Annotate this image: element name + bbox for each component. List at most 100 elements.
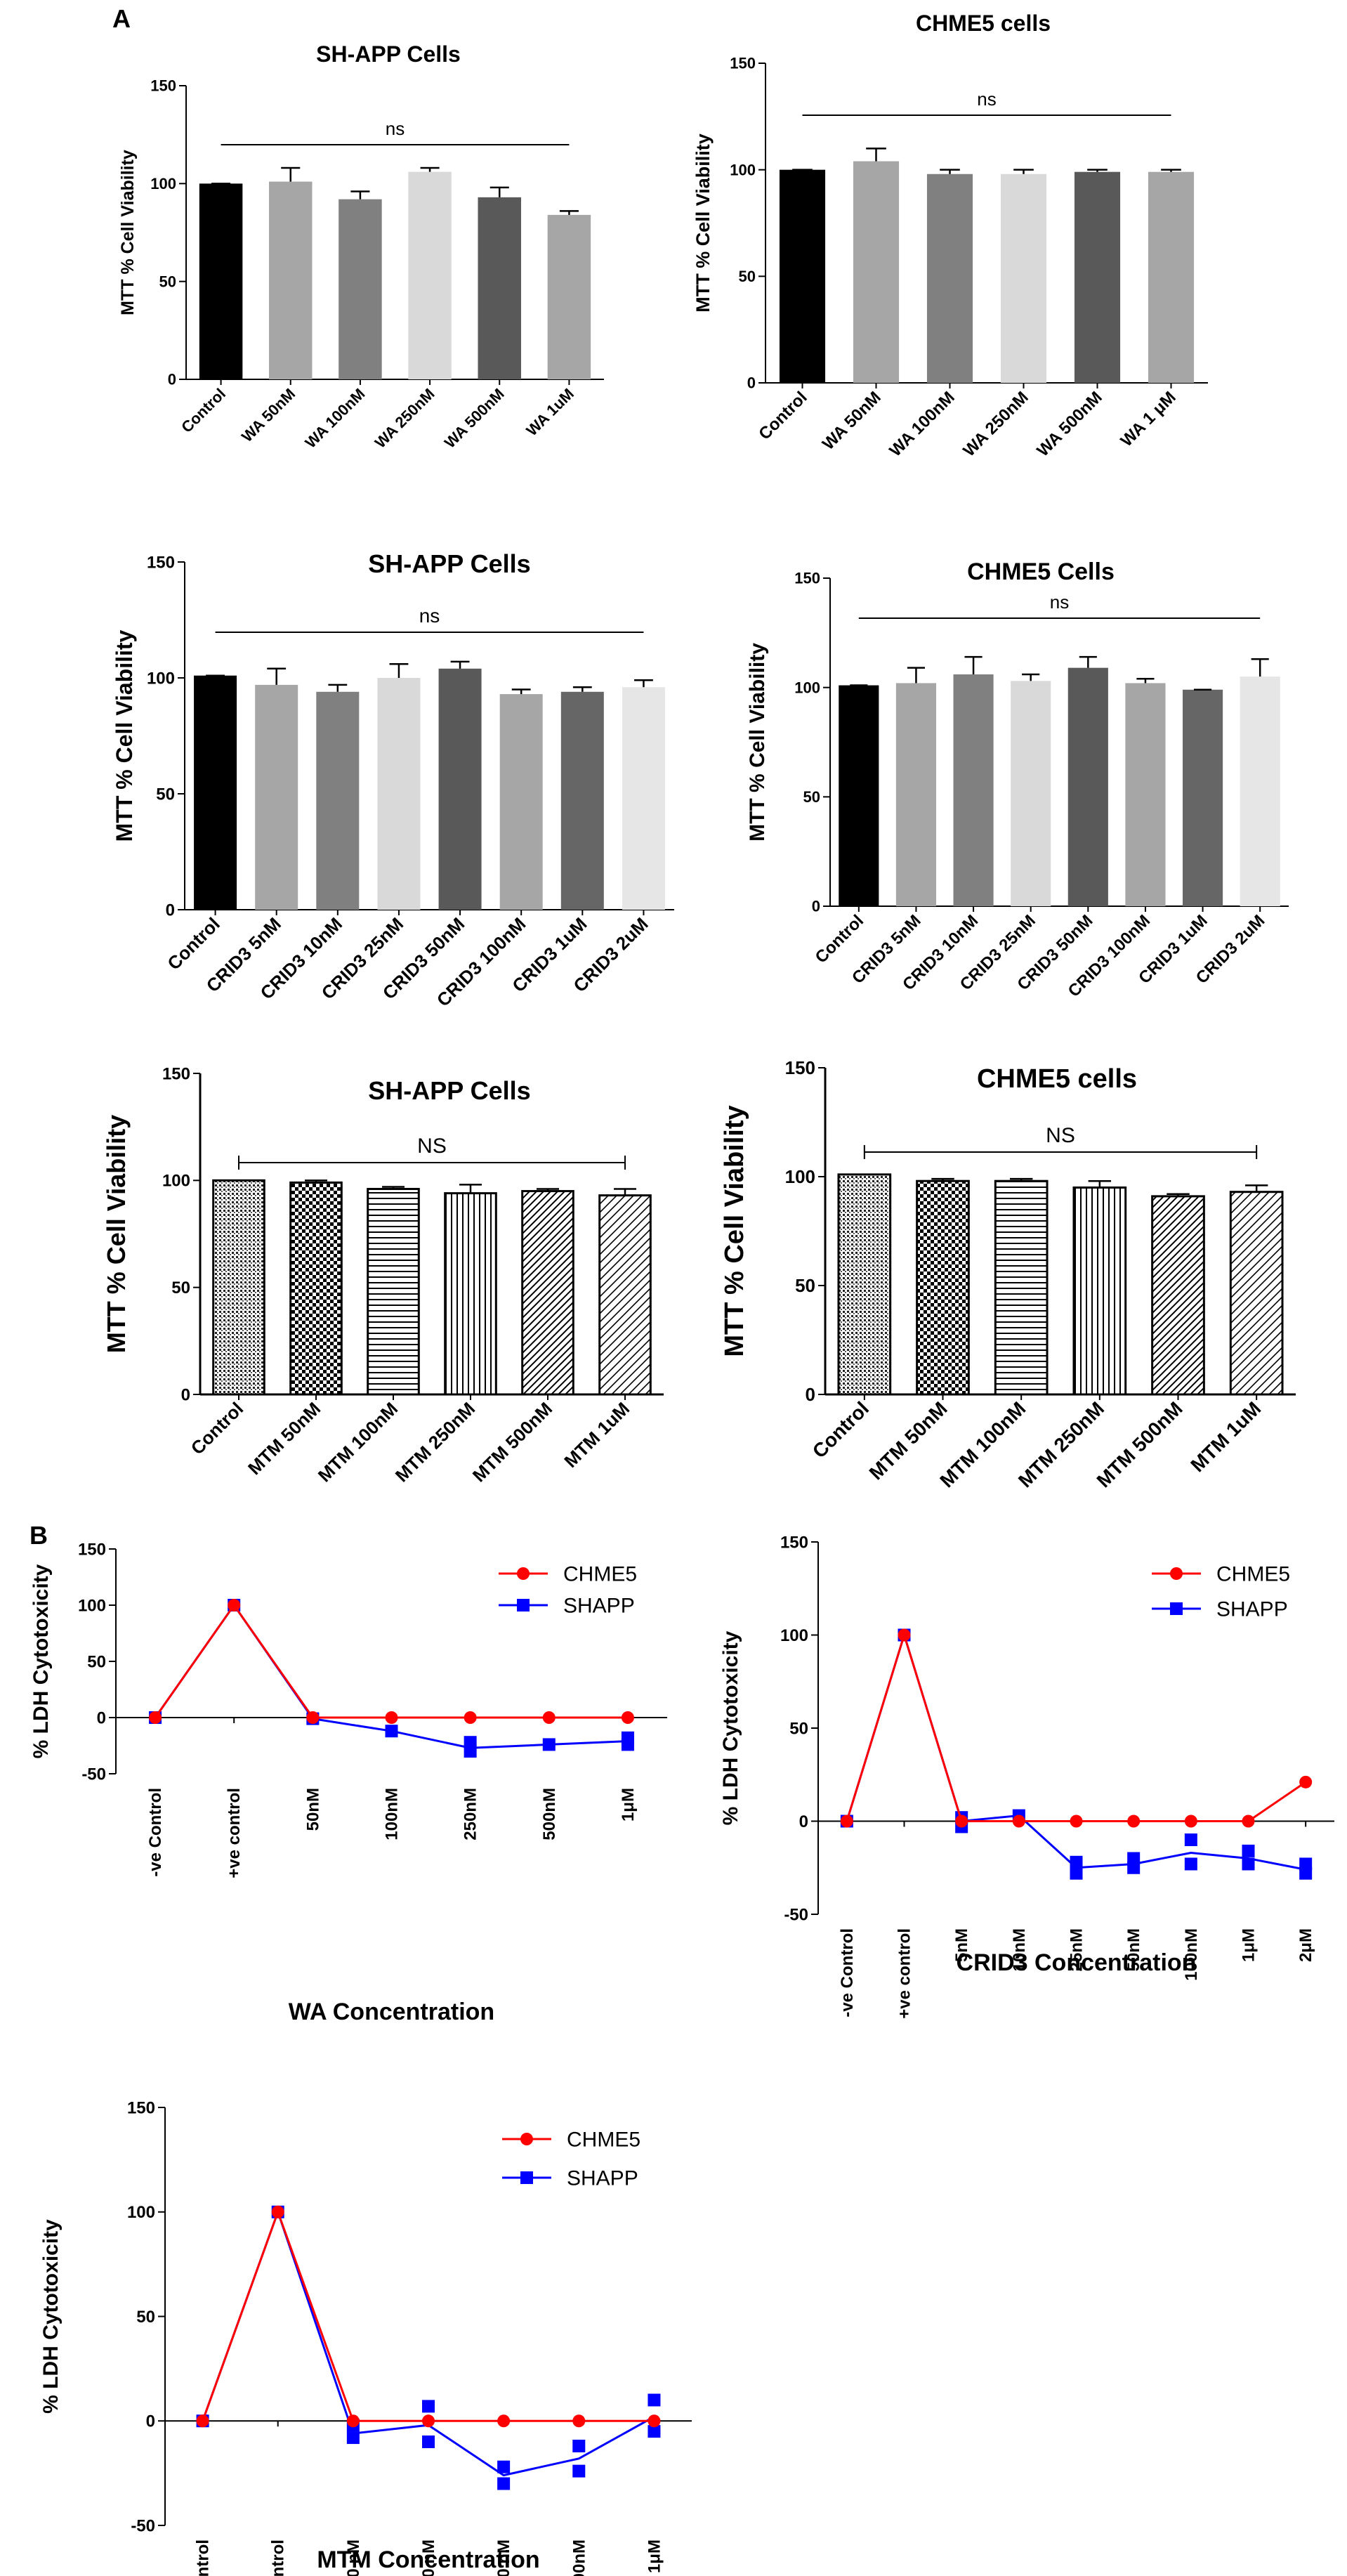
- x-tick-label: WA 100nM: [302, 385, 369, 452]
- x-tick-label: MTM 50nM: [244, 1398, 324, 1479]
- data-point-shapp: [1242, 1857, 1255, 1871]
- data-point-chme5: [1012, 1815, 1025, 1828]
- chart-title: SH-APP Cells: [368, 549, 530, 578]
- x-tick-label: -ve Control: [146, 1788, 165, 1877]
- y-tick-label: 100: [147, 669, 175, 688]
- bar: [339, 199, 382, 379]
- bar: [377, 678, 421, 910]
- x-tick-label: 10nM: [1010, 1928, 1029, 1971]
- y-tick-label: 50: [795, 1275, 815, 1296]
- x-tick-label: WA 500nM: [441, 385, 508, 452]
- chart-title: CHME5 cells: [916, 11, 1051, 36]
- x-tick-label: 250nM: [461, 1788, 480, 1841]
- x-tick-label: MTM 100nM: [314, 1398, 402, 1486]
- x-tick-label: Control: [808, 1397, 873, 1462]
- data-point-chme5: [385, 1711, 398, 1724]
- y-tick-label: 150: [730, 55, 756, 72]
- bar: [408, 171, 452, 379]
- data-point-chme5: [572, 2414, 586, 2428]
- series-line-chme5: [202, 2209, 655, 2422]
- data-point-shapp: [1170, 1602, 1183, 1615]
- y-axis-label: MTT % Cell Viability: [692, 133, 714, 313]
- x-tick-label: MTM 250nM: [391, 1398, 479, 1486]
- x-tick-label: 500nM: [570, 2539, 589, 2576]
- y-tick-label: 50: [87, 1652, 106, 1671]
- x-tick-label: 500nM: [540, 1788, 559, 1841]
- data-point-shapp: [422, 2400, 435, 2413]
- y-tick-label: -50: [131, 2516, 155, 2535]
- bar: [316, 691, 360, 910]
- y-tick-label: 0: [181, 1385, 190, 1404]
- x-tick-label: WA 1 μM: [1117, 388, 1180, 450]
- x-tick-label: 2μM: [1296, 1928, 1315, 1962]
- data-point-chme5: [840, 1815, 853, 1828]
- y-axis-label: % LDH Cytotoxicity: [719, 1630, 742, 1825]
- bar: [1148, 171, 1195, 383]
- bar: [916, 1179, 970, 1396]
- bar-chart-a3: SH-APP Cells 0 50 100 150 MTT % Cell Viabilit…: [112, 549, 674, 1011]
- x-tick-label: WA 500nM: [1033, 388, 1105, 460]
- x-tick-label: MTM 1uM: [1186, 1397, 1265, 1476]
- legend-label: CHME5: [1216, 1563, 1290, 1586]
- data-point-shapp: [1127, 1861, 1141, 1874]
- x-tick-label: MTM 1uM: [560, 1398, 633, 1472]
- x-tick-label: MTM 500nM: [468, 1398, 556, 1486]
- data-point-chme5: [648, 2414, 661, 2428]
- bar: [212, 1179, 265, 1396]
- x-tick-label: Control: [187, 1398, 248, 1459]
- significance-label: NS: [417, 1135, 447, 1158]
- bar: [1072, 1186, 1127, 1396]
- x-tick-label: +ve control: [225, 1788, 244, 1878]
- y-tick-label: 50: [171, 1279, 190, 1297]
- x-tick-label: 100nM: [383, 1788, 402, 1841]
- data-point-shapp: [1070, 1866, 1083, 1880]
- bar: [837, 1173, 892, 1396]
- y-tick-label: 100: [162, 1172, 190, 1191]
- x-tick-label: +ve control: [895, 1928, 914, 2019]
- bar: [598, 1194, 652, 1396]
- data-point-chme5: [898, 1628, 911, 1642]
- y-tick-label: 50: [136, 2308, 155, 2327]
- bar: [1074, 171, 1121, 383]
- y-tick-label: 50: [156, 785, 175, 804]
- y-axis-label: % LDH Cytotoxicity: [39, 2219, 63, 2414]
- data-point-chme5: [346, 2414, 360, 2428]
- bar: [779, 169, 826, 383]
- data-point-chme5: [1170, 1567, 1183, 1580]
- chart-title: SH-APP Cells: [316, 41, 461, 67]
- data-point-shapp: [346, 2431, 360, 2445]
- x-tick-label: WA 100nM: [886, 388, 958, 460]
- data-point-shapp: [542, 1738, 556, 1751]
- panel-b-label: B: [29, 1521, 48, 1550]
- data-point-shapp: [1184, 1833, 1197, 1846]
- data-point-shapp: [497, 2477, 511, 2490]
- data-point-shapp: [1184, 1857, 1197, 1871]
- data-point-chme5: [621, 1711, 634, 1724]
- y-tick-label: 100: [730, 161, 756, 178]
- bar: [478, 197, 521, 379]
- bar: [521, 1190, 574, 1396]
- data-point-chme5: [955, 1815, 968, 1828]
- bar: [438, 668, 482, 910]
- y-tick-label: 150: [785, 1057, 815, 1078]
- y-tick-label: 100: [780, 1626, 808, 1645]
- bar: [194, 675, 237, 910]
- y-tick-label: 150: [150, 77, 176, 95]
- bar: [994, 1179, 1049, 1396]
- data-point-chme5: [1127, 1815, 1141, 1828]
- y-tick-label: 150: [794, 570, 820, 587]
- x-axis-label: MTM Concentration: [317, 2546, 539, 2573]
- data-point-shapp: [520, 2171, 533, 2184]
- bar: [367, 1188, 420, 1396]
- data-point-chme5: [271, 2205, 284, 2218]
- x-tick-label: 250 nM: [494, 2539, 513, 2576]
- significance-label: NS: [1046, 1124, 1075, 1147]
- x-tick-label: 100 nM: [419, 2539, 438, 2576]
- bar: [839, 685, 879, 906]
- data-point-shapp: [517, 1599, 530, 1611]
- y-tick-label: 150: [147, 553, 175, 572]
- bar: [895, 683, 937, 906]
- x-tick-label: Control: [755, 388, 810, 443]
- bar-chart-a2: CHME5 cells 0 50 100 150 MTT % Cell Viability…: [692, 11, 1208, 460]
